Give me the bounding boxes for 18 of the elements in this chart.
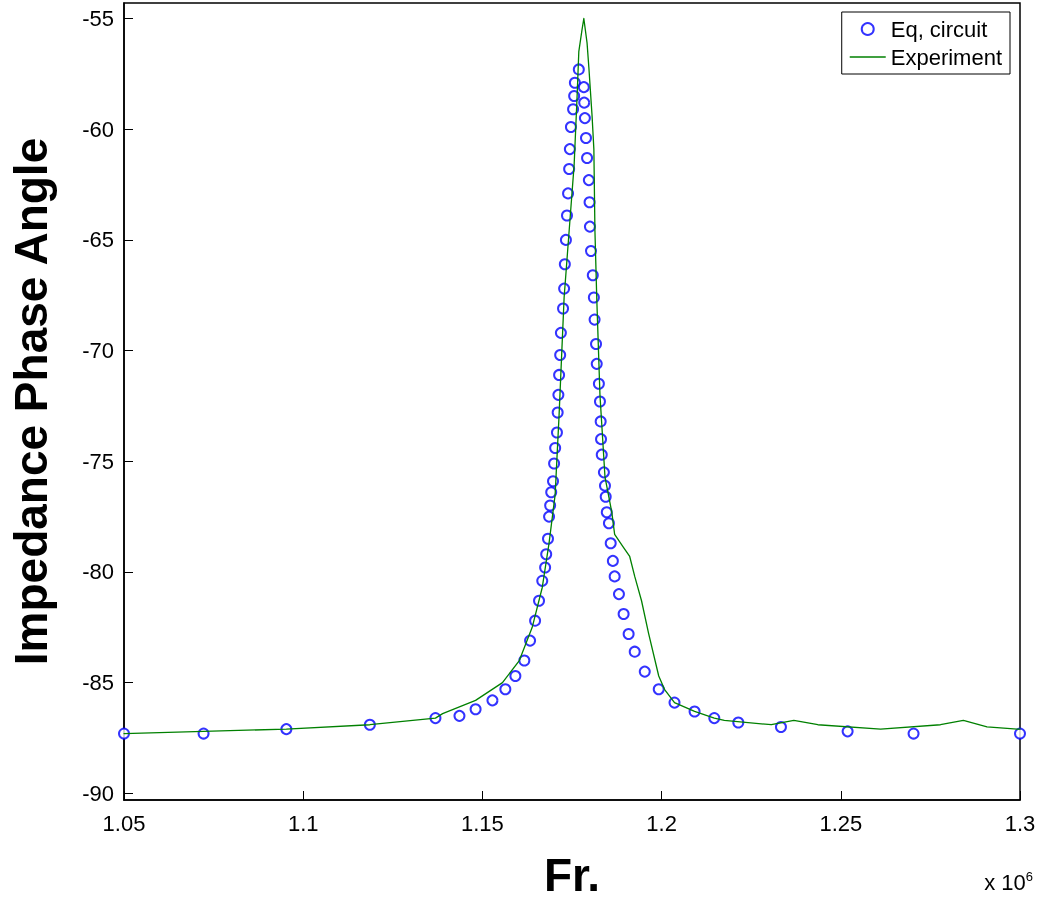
y-tick-label: -90 — [82, 780, 114, 806]
x-tick-label: 1.1 — [287, 810, 319, 836]
legend-label: Eq, circuit — [890, 16, 988, 42]
y-axis-title: Impedance Phase Angle — [5, 137, 57, 666]
y-tick-label: -55 — [82, 6, 114, 31]
legend-label: Experiment — [890, 44, 1003, 70]
x-tick-label: 1.05 — [102, 810, 146, 836]
x-tick-label: 1.2 — [646, 810, 677, 836]
y-tick-label: -70 — [82, 338, 114, 364]
y-tick-label: -60 — [82, 116, 114, 142]
y-tick-label: -85 — [82, 670, 114, 696]
y-tick-label: -65 — [82, 227, 114, 253]
x-tick-label: 1.25 — [819, 810, 863, 836]
y-tick-label: -75 — [82, 448, 114, 474]
x-axis-title: Fr. — [543, 849, 601, 901]
x-tick-label: 1.3 — [1004, 810, 1036, 836]
x-tick-label: 1.15 — [460, 810, 504, 836]
y-tick-label: -80 — [82, 559, 114, 585]
